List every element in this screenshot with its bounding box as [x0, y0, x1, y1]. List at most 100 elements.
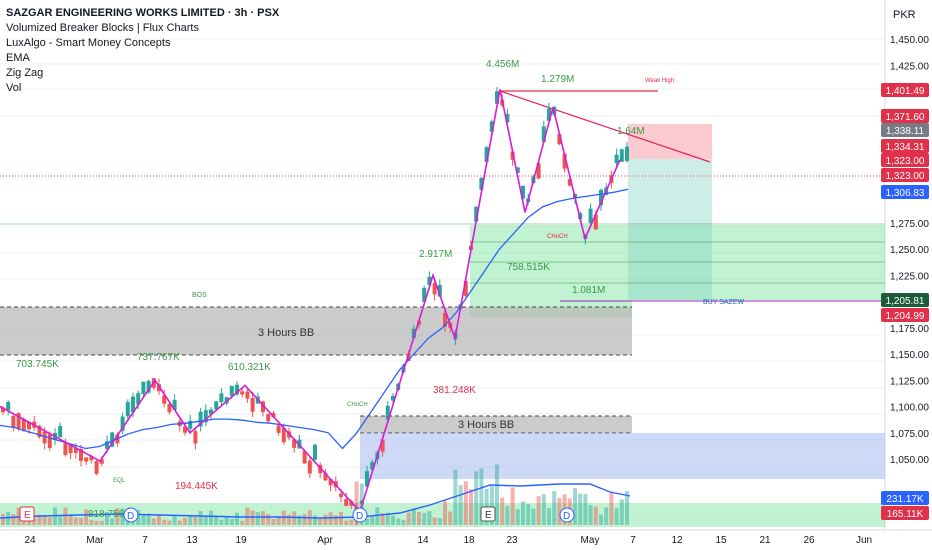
price-tag: [881, 308, 929, 322]
volume-bar: [479, 468, 484, 525]
volume-bar: [105, 512, 109, 525]
candle-body: [240, 391, 245, 395]
x-axis: 24 Mar 7 13 19 Apr 8 14 18 23 May 7 12 15 21 26 Jun: [24, 535, 872, 546]
candle-body: [99, 459, 104, 464]
volume-bar: [583, 493, 588, 525]
volume-bar: [448, 511, 453, 525]
volume-bar: [42, 516, 47, 525]
candle-body: [484, 147, 489, 163]
candle-body: [229, 385, 234, 396]
volume-layer: [1, 464, 629, 525]
candle-body: [359, 500, 364, 504]
volume-bar: [84, 509, 89, 525]
volume-bar: [375, 507, 380, 525]
buy-label: BUY SAZEW: [703, 299, 744, 306]
bos-label: BOS: [192, 292, 207, 299]
candle-body: [188, 420, 193, 429]
volume-bar: [203, 516, 208, 525]
volume-bar: [47, 517, 52, 525]
earnings-marker: E: [485, 510, 492, 521]
volume-label: 1.64M: [617, 126, 645, 137]
ema-line: [0, 188, 629, 450]
price-tag: [881, 185, 929, 199]
candle-body: [11, 416, 16, 428]
candle-body: [432, 283, 437, 295]
volume-bar: [370, 516, 375, 525]
candle-body: [427, 276, 432, 286]
candle-body: [167, 403, 172, 413]
candle-body: [541, 126, 546, 142]
candle-body: [120, 416, 125, 432]
volume-label: 194.445K: [175, 481, 218, 492]
currency-label: PKR: [893, 9, 916, 21]
volume-bar: [547, 508, 551, 525]
candle-body: [339, 493, 343, 498]
volume-bar: [344, 520, 349, 525]
candle-body: [219, 393, 224, 403]
candle-body: [131, 396, 135, 413]
price-tag-label: 1,204.99: [886, 311, 925, 322]
price-tag: [881, 109, 929, 123]
price-tags: 1,401.49 1,371.60 1,338.11 1,334.31 1,323.00…: [881, 83, 929, 520]
volume-bar: [609, 492, 614, 525]
volume-bar: [578, 493, 583, 525]
volume-bar: [6, 511, 11, 525]
volume-bar: [406, 512, 411, 525]
price-tag-label: 1,401.49: [886, 86, 925, 97]
volume-bar: [37, 514, 42, 525]
volume-label: 381.248K: [433, 385, 476, 396]
y-axis: 1,450.001,425.001,400.001,375.001,275.00…: [890, 35, 929, 519]
indicator-name[interactable]: EMA: [6, 52, 30, 64]
candle-body: [370, 462, 375, 470]
indicator-name[interactable]: LuxAlgo - Smart Money Concepts: [6, 37, 171, 49]
candle-body: [567, 179, 572, 186]
volume-bar: [385, 512, 390, 525]
candle-body: [307, 460, 312, 474]
volume-bar: [500, 497, 505, 525]
indicator-name[interactable]: Zig Zag: [6, 67, 44, 79]
zigzag-line: [0, 89, 621, 514]
candle-body: [245, 391, 250, 399]
volume-bar: [437, 518, 442, 525]
volume-bar: [94, 520, 99, 525]
volume-bar: [313, 515, 317, 525]
candle-body: [495, 91, 499, 104]
indicator-name[interactable]: Volumized Breaker Blocks | Flux Charts: [6, 22, 199, 34]
volume-bar: [323, 514, 328, 525]
volume-bar: [292, 511, 297, 525]
chart-title[interactable]: SAZGAR ENGINEERING WORKS LIMITED · 3h · …: [6, 7, 280, 19]
x-tick-label: May: [581, 535, 600, 546]
event-markers[interactable]: E D D E D: [19, 506, 575, 523]
candle-body: [599, 189, 603, 206]
volume-bar: [333, 515, 338, 525]
candle-body: [58, 426, 63, 438]
volume-bar: [521, 501, 525, 525]
y-tick-label: 1,050.00: [890, 455, 929, 466]
volume-bar: [297, 515, 302, 525]
volume-bar: [115, 508, 120, 525]
volume-bar: [79, 517, 83, 525]
y-tick-label: 1,275.00: [890, 219, 929, 230]
candle-body: [323, 472, 328, 481]
candle-body: [266, 414, 271, 422]
volume-bar: [510, 487, 515, 525]
volume-bar: [16, 507, 21, 525]
trendline: [499, 90, 711, 163]
candle-body: [42, 431, 47, 444]
indicator-name[interactable]: Vol: [6, 82, 22, 94]
volume-bar: [619, 499, 624, 525]
volume-bar: [349, 519, 354, 525]
volume-bar: [328, 512, 333, 525]
y-tick-label: 1,150.00: [890, 350, 929, 361]
volume-bar: [110, 518, 115, 525]
candle-body: [489, 121, 494, 132]
price-tag: [881, 123, 929, 137]
candle-body: [271, 412, 276, 418]
bull-zone-right: [632, 225, 885, 300]
dividend-marker: D: [127, 511, 134, 522]
indicator-legend: SAZGAR ENGINEERING WORKS LIMITED · 3h · …: [6, 6, 279, 96]
candle-body: [344, 499, 349, 506]
volume-bar: [417, 511, 421, 525]
volume-bar: [177, 520, 182, 525]
